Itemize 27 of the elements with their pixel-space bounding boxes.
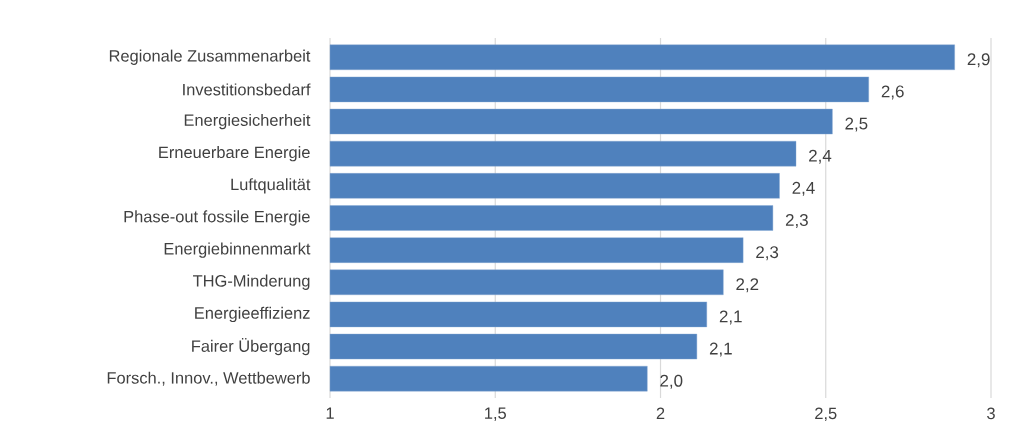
y-tick-label: Phase-out fossile Energie <box>124 210 310 226</box>
y-tick-label: Luftqualität <box>231 178 311 194</box>
y-tick-label: Regionale Zusammenarbeit <box>109 49 311 65</box>
x-tick-label: 3 <box>987 407 995 420</box>
x-tick-label: 1,5 <box>485 407 506 421</box>
y-tick-label: Fairer Übergang <box>192 337 310 356</box>
y-tick-label: Erneuerbare Energie <box>159 146 310 162</box>
data-label: 2,2 <box>736 278 759 293</box>
y-tick-label: Forsch., Innov., Wettbewerb <box>107 371 310 386</box>
data-label: 2,1 <box>709 342 732 357</box>
data-label: 2,3 <box>785 213 808 228</box>
y-tick-label: Energiesicherheit <box>184 113 311 130</box>
y-tick-label: Investitionsbedarf <box>183 83 311 96</box>
data-label: 2,9 <box>967 53 990 68</box>
y-tick-label: Energieeffizienz <box>195 306 310 323</box>
x-tick-label: 2,5 <box>815 407 837 422</box>
data-label: 2,4 <box>809 149 832 164</box>
data-label: 2,1 <box>719 310 742 325</box>
data-label: 2,3 <box>756 246 779 261</box>
data-label: 2,6 <box>881 85 904 100</box>
data-label: 2,0 <box>660 374 683 389</box>
y-tick-label: THG-Minderung <box>193 274 310 290</box>
y-tick-label: Energiebinnenmarkt <box>164 242 311 258</box>
data-label: 2,4 <box>792 181 815 196</box>
x-tick-label: 1 <box>326 407 334 419</box>
data-label: 2,5 <box>845 117 868 132</box>
x-tick-label: 2 <box>656 407 665 419</box>
